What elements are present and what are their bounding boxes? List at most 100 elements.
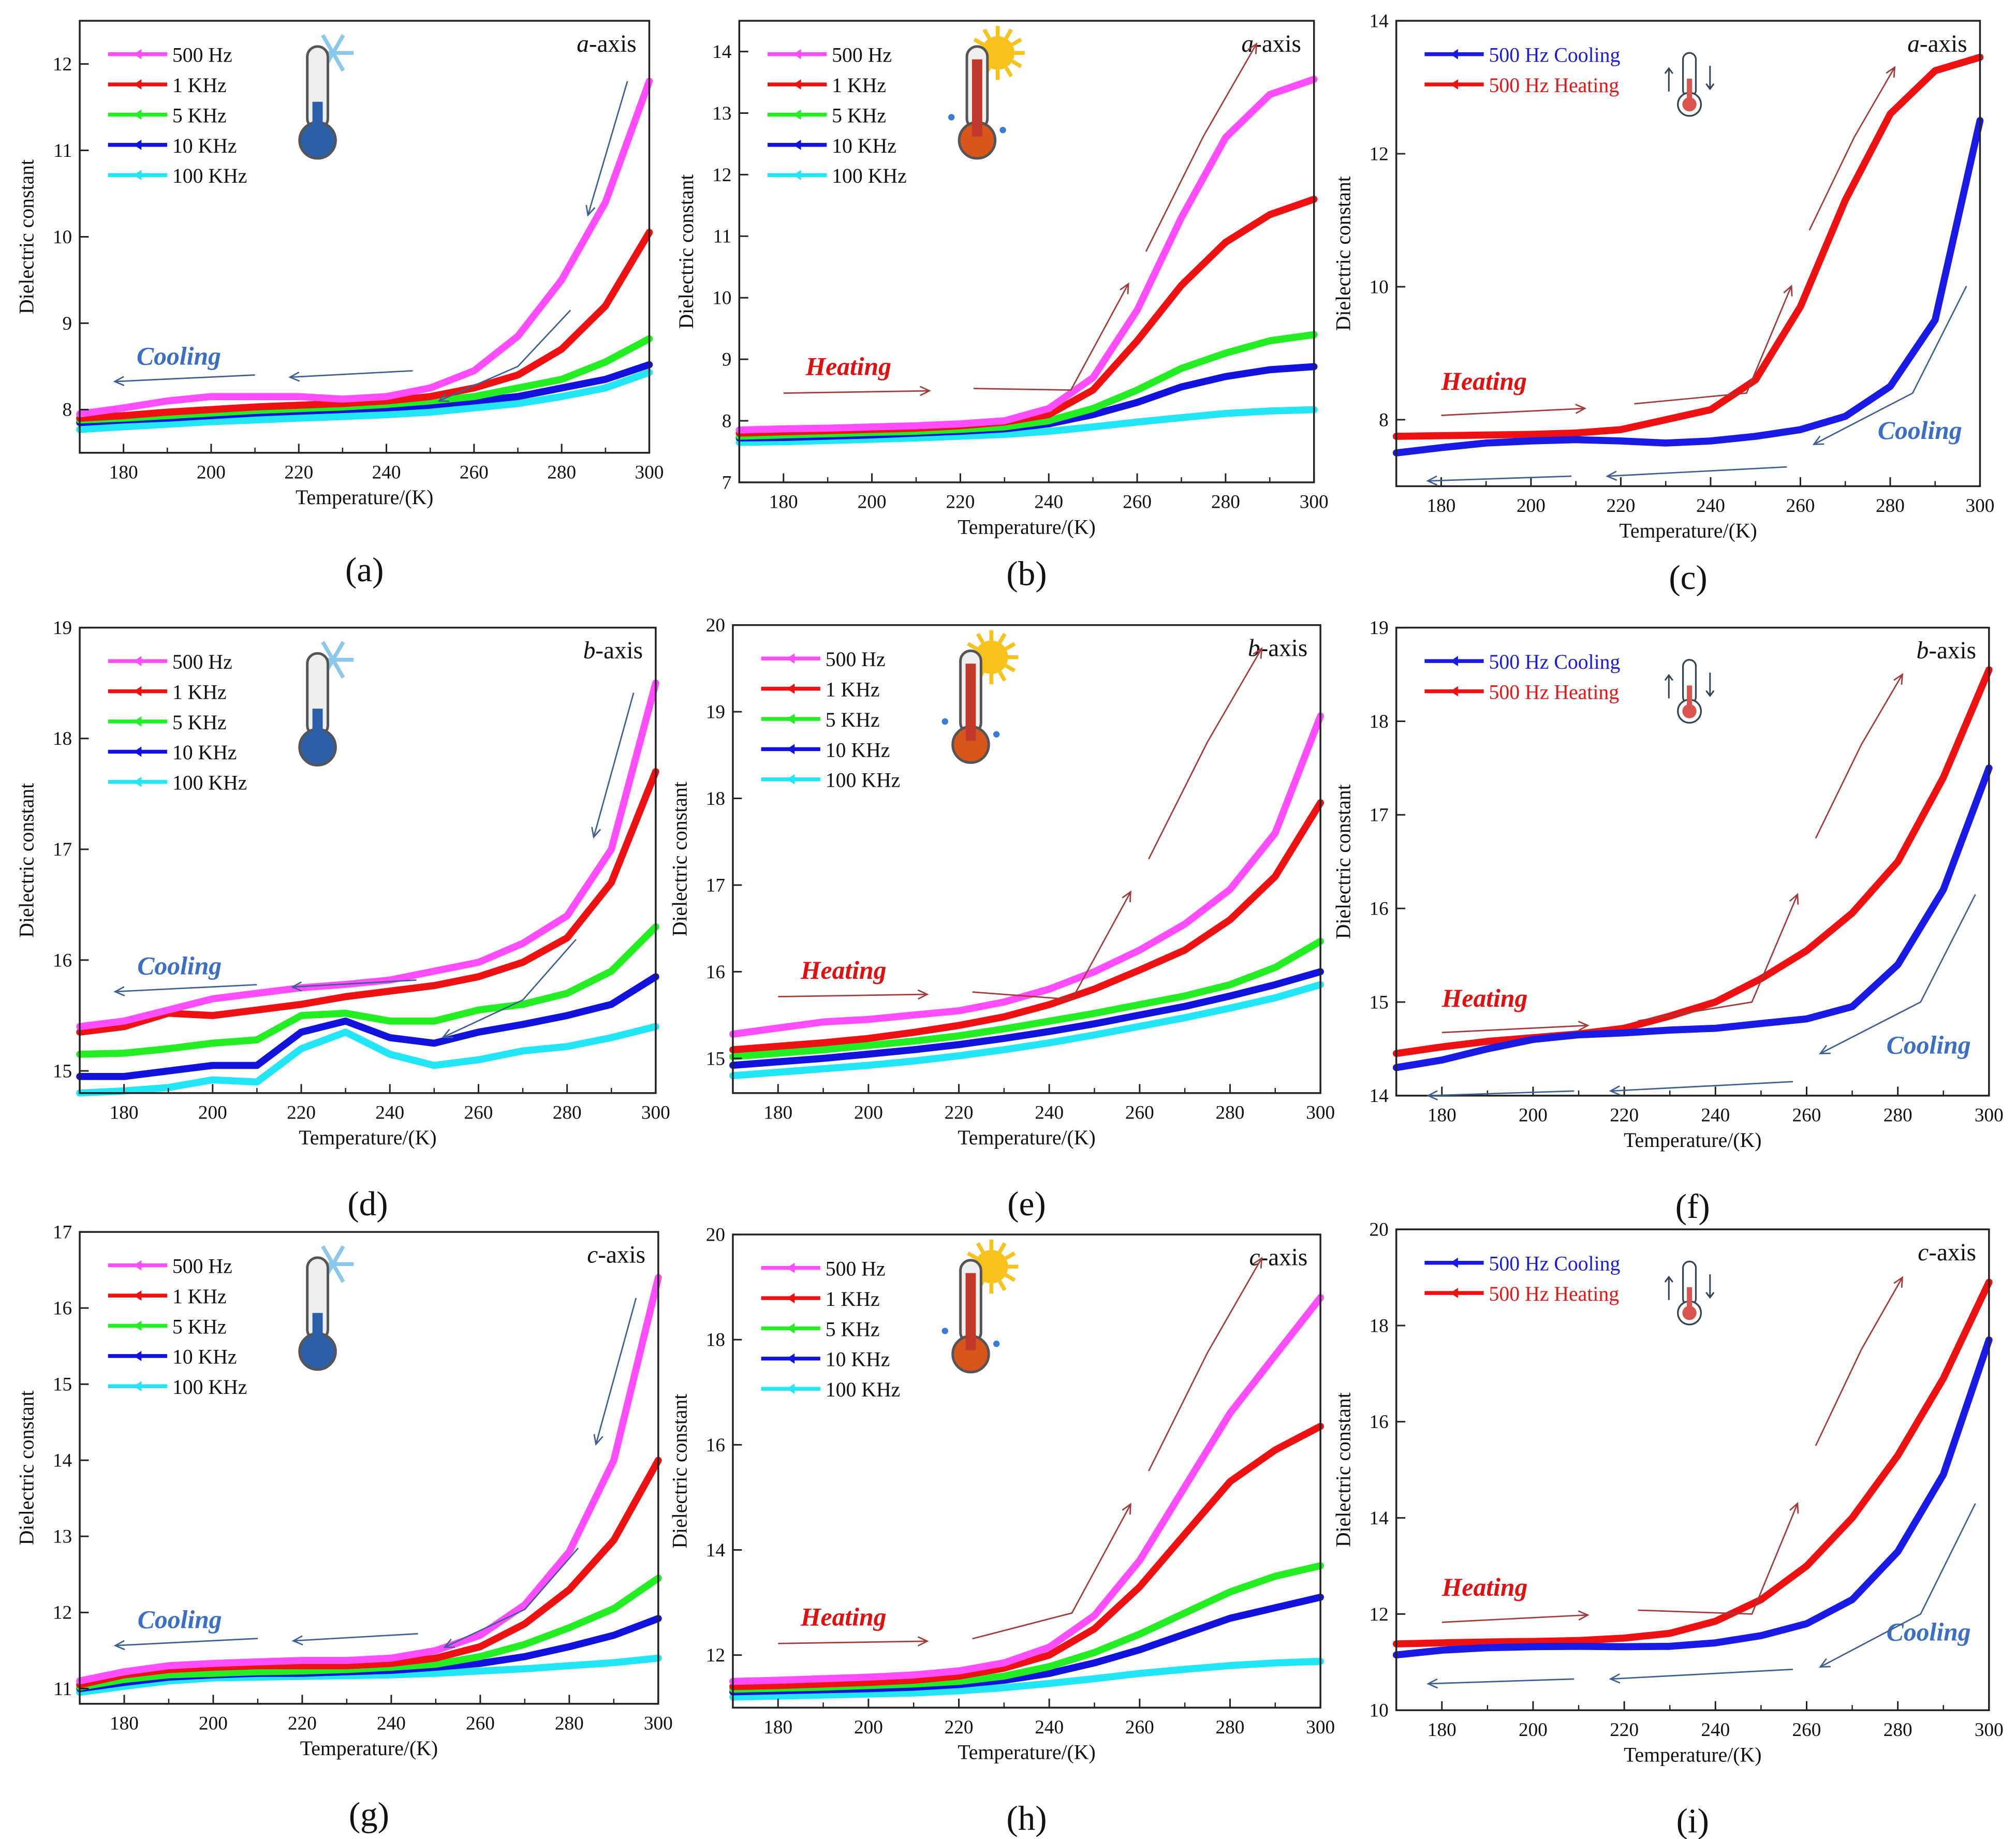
data-point [1896,1550,1900,1554]
plot-frame [732,624,1321,1094]
legend-item: 500 Hz [108,1255,232,1278]
data-point [957,1054,961,1058]
panel-c: 180 200 220 240 260 280 300 8 10 12 14 Temperature/… [1332,11,1994,597]
y-tick-label: 14 [53,1450,72,1472]
legend-marker [1450,1288,1458,1299]
data-point [1183,994,1187,998]
data-point [776,1044,780,1048]
data-point [388,1052,392,1056]
x-tick-label: 180 [110,1713,139,1734]
data-point [866,1680,871,1684]
x-tick-label: 220 [946,492,975,513]
series-line-100-khz [735,406,1318,446]
data-point [1531,1037,1535,1041]
data-point [609,1036,613,1040]
data-point [523,1642,527,1646]
panel-b: 180 200 220 240 260 280 300 7 8 9 10 11 12 13 14 Temper… [675,20,1329,593]
legend-item: 1 KHz [108,1285,227,1308]
arrow-up-icon [1664,1275,1673,1300]
data-point [1759,1022,1763,1026]
data-point [344,1019,348,1023]
sun-disc [974,1249,1008,1284]
data-point [1179,216,1183,220]
cooling-arrow [1428,1090,1574,1097]
legend-marker [793,139,801,150]
data-point [957,1674,961,1678]
data-point [1228,1411,1232,1415]
data-point [1091,376,1095,380]
data-point [523,1622,527,1626]
data-point [211,1041,215,1045]
data-point [604,200,608,204]
x-tick-label: 240 [1696,495,1725,517]
cooling-arrow-head [585,204,596,217]
data-point [344,1030,348,1034]
heating-arrow [1441,407,1585,416]
data-point [1093,1614,1096,1617]
y-tick-label: 16 [1370,1411,1389,1433]
data-point [478,1633,482,1637]
data-point [1138,1648,1142,1652]
data-point [1228,1006,1232,1010]
legend-item: 100 KHz [761,769,900,792]
sun-ray [1005,664,1016,673]
data-point [472,394,476,399]
axis-letter: b [1248,635,1260,661]
data-point [1228,1664,1232,1668]
droplet [993,1341,1000,1347]
thermometer-mercury [965,664,976,741]
data-point [1273,1661,1277,1665]
data-point [1577,1644,1581,1649]
y-tick-label: 8 [62,400,72,421]
data-point [1805,1622,1808,1626]
data-point [1093,1676,1096,1681]
data-point [389,1656,393,1660]
x-axis-label: Temperature/(K) [958,1741,1095,1764]
series-line-500-hz [76,78,653,418]
data-point [165,399,169,403]
x-tick-label: 200 [197,462,226,483]
thermometer-mercury [1682,97,1697,112]
cooling-arrow [114,374,255,382]
snowflake-arm [321,641,335,661]
data-point [866,1063,871,1067]
legend-marker [134,656,142,667]
data-point [782,426,786,431]
legend-marker [134,1320,142,1331]
data-point [1440,1058,1444,1062]
y-tick-label: 9 [722,349,732,371]
legend-item: 500 Hz Cooling [1424,651,1621,673]
data-point [1228,1590,1232,1594]
heating-arrow [783,390,930,394]
axis-letter: b [1917,637,1929,664]
thermometer-mercury [972,59,982,137]
cooling-annotation: Cooling [137,342,221,371]
legend-item: 1 KHz [767,74,886,97]
thermometer-up-down-icon [1664,52,1715,117]
data-point [432,1063,436,1067]
data-point [1138,1632,1142,1636]
x-tick-label: 280 [1216,1717,1245,1738]
crystal-axis-label: b-axis [1248,635,1307,661]
data-point [1485,1640,1490,1644]
y-tick-label: 11 [713,226,732,247]
x-tick-label: 200 [858,492,887,513]
data-point [297,416,301,420]
arrow-down-icon [1705,66,1715,91]
cooling-arrow [115,1638,258,1646]
data-point [1268,339,1272,343]
data-point [1843,415,1847,418]
snowflake-arm [331,641,345,661]
legend-label: 500 Hz [172,44,232,67]
cooling-arrow-head [1426,1678,1438,1689]
data-point [1091,406,1095,410]
data-point [567,1664,571,1668]
series-line-1-khz [76,229,653,422]
data-point [1138,948,1142,952]
data-point [1002,1686,1006,1690]
y-tick-label: 12 [706,1645,725,1666]
cooling-arrow [292,979,417,988]
crystal-axis-label: b-axis [583,637,643,664]
y-tick-label: 18 [53,728,72,749]
legend-label: 5 KHz [172,1315,227,1338]
